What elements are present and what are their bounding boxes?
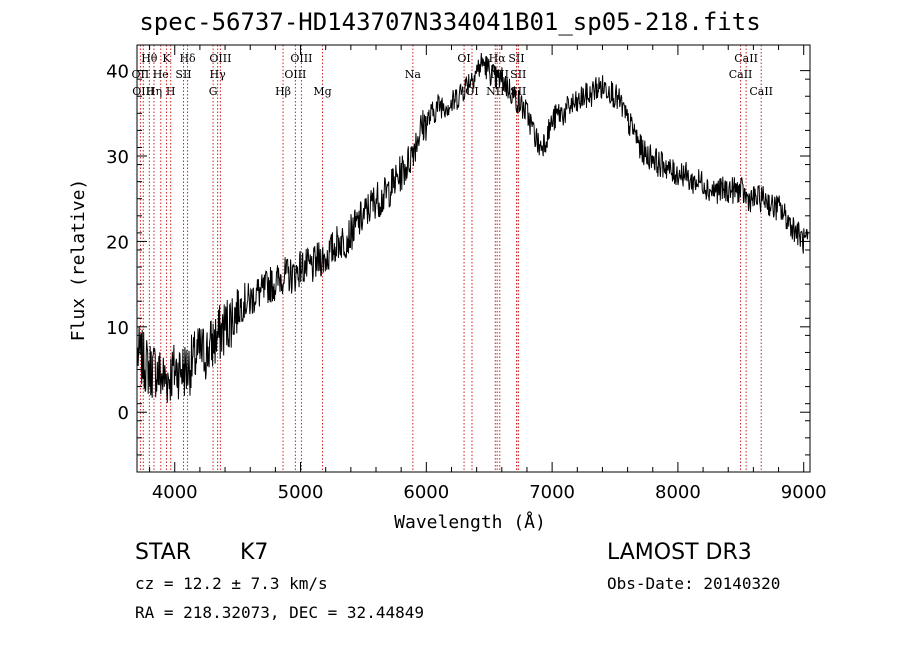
- line-label-4: He: [153, 68, 169, 81]
- line-label-17: OI: [457, 52, 470, 65]
- x-tick-label-3: 7000: [529, 482, 575, 503]
- plot-frame: [136, 44, 811, 473]
- survey-name: LAMOST DR3: [607, 540, 752, 565]
- line-label-22: SII: [508, 52, 524, 65]
- line-label-5: Hη: [146, 85, 162, 98]
- redshift-readout: cz = 12.2 ± 7.3 km/s: [135, 574, 328, 593]
- spectrum-chart: 4000 5000 6000 7000 8000 9000 0 10 20 30 40 Hθ OII O…: [68, 44, 827, 533]
- line-label-0: Hθ: [141, 52, 158, 65]
- line-label-23: SII: [510, 68, 526, 81]
- y-axis-label: Flux (relative): [68, 179, 89, 342]
- y-tick-label-2: 20: [106, 232, 129, 253]
- line-label-27: CaII: [749, 85, 773, 98]
- line-label-16: Na: [405, 68, 422, 81]
- x-axis-label: Wavelength (Å): [394, 511, 546, 533]
- coordinates-readout: RA = 218.32073, DEC = 32.44849: [135, 603, 424, 622]
- line-label-3: K: [162, 52, 171, 65]
- series-flux: [137, 52, 809, 403]
- line-label-14: OIII: [284, 68, 306, 81]
- line-label-2: OIII: [132, 85, 154, 98]
- line-label-10: Hγ: [210, 68, 227, 81]
- line-label-12: Hβ: [275, 85, 291, 98]
- object-class: STAR: [135, 540, 192, 565]
- line-label-8: Hδ: [179, 52, 196, 65]
- x-tick-label-1: 5000: [278, 482, 324, 503]
- line-label-19: Hα: [489, 52, 507, 65]
- y-tick-label-4: 40: [106, 62, 129, 83]
- line-label-11: G: [209, 85, 218, 98]
- line-label-15: Mg: [313, 85, 331, 98]
- x-tick-label-4: 8000: [655, 482, 701, 503]
- line-label-24: SII: [510, 85, 526, 98]
- line-label-9: OIII: [209, 52, 231, 65]
- line-label-6: SII: [175, 68, 191, 81]
- line-label-26: CaII: [729, 68, 753, 81]
- y-tick-label-3: 30: [106, 147, 129, 168]
- chart-title: spec-56737-HD143707N334041B01_sp05-218.f…: [139, 8, 761, 36]
- y-tick-label-0: 0: [118, 403, 129, 424]
- x-tick-label-5: 9000: [781, 482, 827, 503]
- line-label-1: OII: [132, 68, 150, 81]
- axis-ticks: 4000 5000 6000 7000 8000 9000 0 10 20 30 40: [106, 45, 827, 503]
- line-label-21: NII: [486, 85, 504, 98]
- line-label-25: CaII: [734, 52, 758, 65]
- object-subclass: K7: [240, 540, 269, 565]
- line-label-18: OI: [465, 85, 478, 98]
- y-tick-label-1: 10: [106, 318, 129, 339]
- x-tick-label-0: 4000: [152, 482, 198, 503]
- line-label-20: NII: [491, 68, 509, 81]
- observation-date: Obs-Date: 20140320: [607, 574, 781, 593]
- spectral-line-markers: [139, 45, 762, 472]
- line-label-7: H: [166, 85, 176, 98]
- x-tick-label-2: 6000: [403, 482, 449, 503]
- line-label-13: OIII: [290, 52, 312, 65]
- spectral-line-labels: Hθ OII OIII K He Hη SII H Hδ OIII Hγ G Hβ OIII OIII Mg N…: [132, 52, 773, 98]
